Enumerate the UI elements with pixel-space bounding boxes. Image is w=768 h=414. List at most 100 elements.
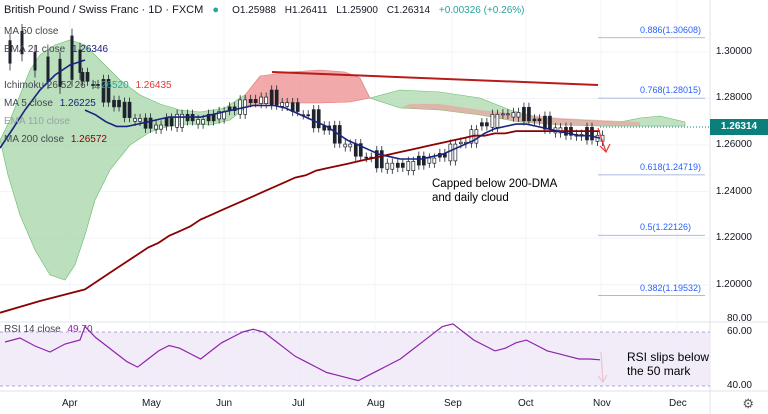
x-tick-label: Oct xyxy=(518,398,534,409)
candle-body xyxy=(122,101,127,118)
rsi-note-line-2: the 50 mark xyxy=(627,364,691,378)
low-value: L1.25900 xyxy=(336,5,378,16)
rsi-label: RSI 14 close xyxy=(4,324,61,335)
candle-body xyxy=(70,35,74,80)
y-tick-label: 1.22000 xyxy=(715,232,752,244)
y-tick-label: 1.26000 xyxy=(715,139,752,151)
last-price-label: 1.26314 xyxy=(710,119,768,135)
ma200-value: 1.26572 xyxy=(70,134,107,145)
candle-body xyxy=(311,109,316,129)
rsi-band xyxy=(0,332,710,386)
legend-ma50[interactable]: MA 50 close xyxy=(4,26,58,37)
chart-title: British Pound / Swiss Franc · 1D · FXCM … xyxy=(4,4,530,16)
ichimoku-value-2: 1.26435 xyxy=(135,80,172,91)
open-value: O1.25988 xyxy=(232,5,276,16)
candle-body xyxy=(527,106,531,122)
ichimoku-cloud-green xyxy=(0,39,246,281)
legend-ema110[interactable]: EMA 110 close xyxy=(4,116,70,127)
candle-body xyxy=(96,84,100,86)
candle-body xyxy=(543,115,547,130)
candle-body xyxy=(238,99,243,115)
candle-body xyxy=(453,143,458,162)
ema21-pre-line xyxy=(0,59,86,149)
candle-body xyxy=(495,113,500,128)
candle-body xyxy=(46,56,50,83)
candle-body xyxy=(101,79,106,103)
candle-body xyxy=(511,112,516,118)
candle-body xyxy=(379,150,384,169)
candle-body xyxy=(285,102,290,107)
candle-body xyxy=(148,117,153,129)
candle-body xyxy=(20,30,24,55)
candle-body xyxy=(164,117,169,127)
candle-body xyxy=(485,122,489,127)
ma200-line xyxy=(0,130,600,314)
ema21-line xyxy=(84,104,601,160)
rsi-annotation: RSI slips below the 50 mark xyxy=(627,350,709,378)
candle-body xyxy=(91,84,95,86)
candle-body xyxy=(421,155,426,166)
candle-body xyxy=(516,112,521,118)
candle-body xyxy=(548,115,552,130)
x-tick-label: Aug xyxy=(367,398,385,409)
ma200-label: MA 200 close xyxy=(4,134,65,145)
legend-ma200[interactable]: MA 200 close 1.26572 xyxy=(4,134,107,145)
candle-body xyxy=(253,99,258,104)
y-tick-label: 1.20000 xyxy=(715,278,752,290)
candle-body xyxy=(80,72,85,82)
legend-ma5[interactable]: MA 5 close 1.26225 xyxy=(4,98,96,109)
rsi-note-line-1: RSI slips below xyxy=(627,350,710,364)
candle-body xyxy=(85,72,90,82)
candle-body xyxy=(269,89,274,106)
ema21-value: 1.26346 xyxy=(71,44,109,55)
settings-gear-icon[interactable]: ⚙ xyxy=(742,396,754,411)
rsi-value: 49.70 xyxy=(67,324,93,335)
candle-body xyxy=(175,113,179,128)
candle-body xyxy=(306,114,311,117)
candle-body xyxy=(358,143,363,157)
x-tick-label: Nov xyxy=(593,398,611,409)
candle-body xyxy=(432,157,437,164)
ema110-label: EMA 110 close xyxy=(4,116,70,127)
price-annotation: Capped below 200-DMA and daily cloud xyxy=(432,177,557,205)
candle-body xyxy=(138,118,142,122)
candle-body xyxy=(280,102,285,107)
ma5-value: 1.26225 xyxy=(59,98,96,109)
candle-body xyxy=(206,113,211,122)
candle-body xyxy=(127,101,132,118)
candle-body xyxy=(411,160,416,171)
ichimoku-label: Ichimoku 26 52 26 xyxy=(4,80,86,91)
candle-body xyxy=(364,156,369,159)
fib-level-label: 0.382(1.19532) xyxy=(640,282,702,293)
fib-level-label: 0.768(1.28015) xyxy=(640,85,702,96)
ichimoku-value-1: 1.26520 xyxy=(92,80,129,91)
fib-level-label: 0.618(1.24719) xyxy=(640,161,702,172)
candle-body xyxy=(374,150,379,169)
rsi-y-tick-label: 40.00 xyxy=(726,380,752,391)
candle-body xyxy=(506,113,510,116)
candle-body xyxy=(459,141,463,144)
candle-body xyxy=(400,162,405,168)
candle-body xyxy=(590,126,594,141)
x-tick-label: Jul xyxy=(292,398,305,409)
legend-ema21[interactable]: EMA 21 close 1.26346 xyxy=(4,44,108,55)
candle-body xyxy=(427,157,432,164)
resistance-trendline xyxy=(271,71,599,86)
candle-body xyxy=(416,155,421,166)
legend-rsi[interactable]: RSI 14 close 49.70 xyxy=(4,324,93,335)
change-value: +0.00326 (+0.26%) xyxy=(438,5,525,16)
candle-body xyxy=(585,126,589,141)
candle-body xyxy=(117,99,121,108)
candle-body xyxy=(295,102,300,112)
candle-body xyxy=(259,96,264,104)
legend-ichimoku[interactable]: Ichimoku 26 52 26 1.26520 1.26435 xyxy=(4,80,172,91)
x-tick-label: Sep xyxy=(444,398,462,409)
candle-body xyxy=(532,118,537,122)
candle-body xyxy=(353,143,358,157)
candle-body xyxy=(180,113,184,128)
ema21-label: EMA 21 close xyxy=(4,44,66,55)
candle-body xyxy=(58,58,62,87)
candle-body xyxy=(196,119,200,125)
ma5-label: MA 5 close xyxy=(4,98,53,109)
